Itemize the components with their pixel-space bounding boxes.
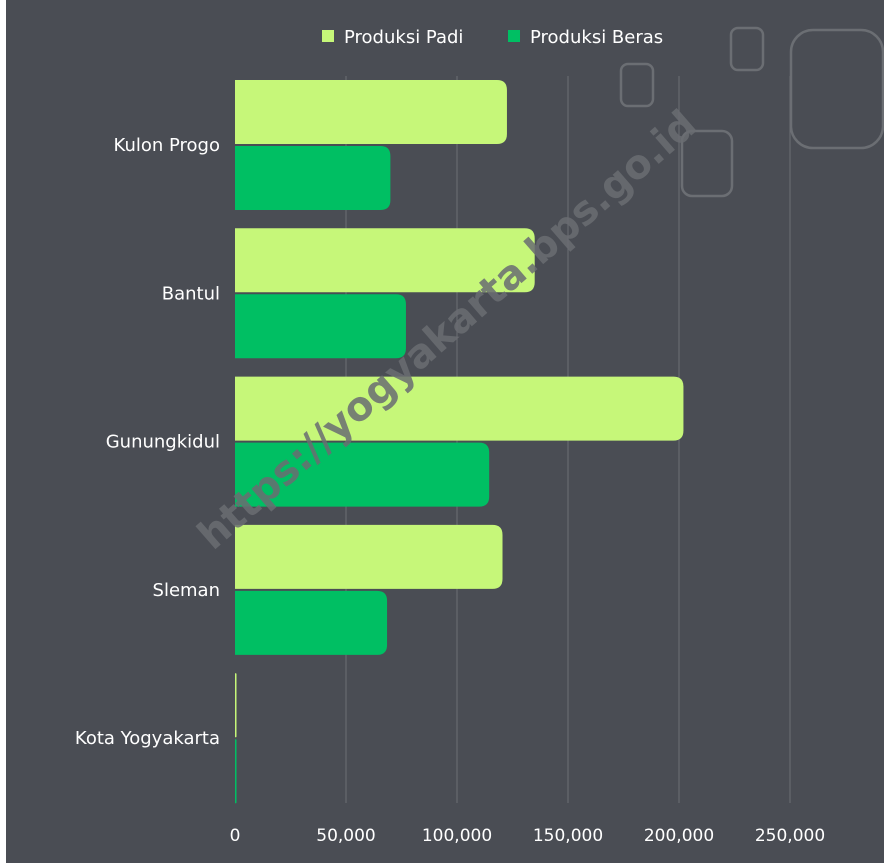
bar-produksi-beras bbox=[235, 739, 237, 804]
x-tick-label: 150,000 bbox=[533, 826, 603, 846]
bar-produksi-padi bbox=[235, 524, 503, 589]
x-axis-ticks: 0 50,000 100,000 150,000 200,000 250,000 bbox=[230, 826, 826, 846]
x-tick-label: 50,000 bbox=[316, 826, 375, 846]
bars bbox=[235, 80, 684, 804]
bar-chart: Kulon Progo Bantul Gunungkidul Sleman Kota Y… bbox=[75, 26, 884, 846]
legend-swatch bbox=[508, 30, 520, 42]
bar-produksi-padi bbox=[235, 376, 684, 441]
decorative-rounded-square bbox=[729, 26, 765, 72]
bar-produksi-beras bbox=[235, 442, 490, 507]
decorative-rounded-square bbox=[680, 129, 734, 198]
legend-label: Produksi Beras bbox=[530, 27, 663, 48]
legend: Produksi Padi Produksi Beras bbox=[322, 27, 663, 48]
bar-produksi-padi bbox=[235, 673, 237, 738]
chart-container: Kulon Progo Bantul Gunungkidul Sleman Kota Y… bbox=[6, 0, 884, 863]
bar-produksi-beras bbox=[235, 294, 406, 359]
bar-produksi-padi bbox=[235, 80, 507, 144]
category-label: Gunungkidul bbox=[106, 432, 220, 453]
x-tick-label: 250,000 bbox=[755, 826, 825, 846]
x-tick-label: 200,000 bbox=[644, 826, 714, 846]
decorative-rounded-square bbox=[619, 62, 655, 108]
decorative-shapes bbox=[619, 26, 884, 198]
category-label: Kulon Progo bbox=[114, 135, 220, 156]
x-tick-label: 100,000 bbox=[422, 826, 492, 846]
bar-produksi-padi bbox=[235, 228, 535, 293]
category-label: Kota Yogyakarta bbox=[75, 728, 220, 749]
category-label: Bantul bbox=[162, 283, 220, 304]
legend-label: Produksi Padi bbox=[344, 27, 463, 48]
decorative-rounded-square bbox=[789, 28, 884, 150]
bar-produksi-beras bbox=[235, 146, 391, 210]
x-tick-label: 0 bbox=[230, 826, 241, 846]
category-label: Sleman bbox=[153, 580, 220, 601]
category-labels: Kulon Progo Bantul Gunungkidul Sleman Kota Y… bbox=[75, 135, 220, 749]
legend-swatch bbox=[322, 30, 334, 42]
bar-produksi-beras bbox=[235, 590, 388, 655]
